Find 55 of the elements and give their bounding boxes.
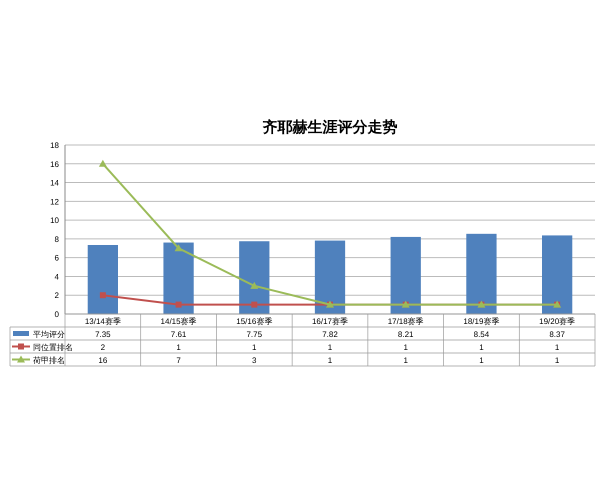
data-label: 1 xyxy=(554,343,560,352)
x-tick-label: 15/16赛季 xyxy=(236,317,272,326)
y-tick-label: 2 xyxy=(54,291,60,300)
bar xyxy=(390,236,421,314)
y-tick-label: 14 xyxy=(50,178,60,188)
data-label: 1 xyxy=(403,356,408,365)
data-label: 1 xyxy=(403,343,408,352)
data-label: 1 xyxy=(554,356,560,365)
point xyxy=(174,244,183,252)
point xyxy=(100,292,106,298)
legend-label: 荷甲排名 xyxy=(33,356,65,365)
data-label: 7.75 xyxy=(246,330,263,339)
x-tick-label: 16/17赛季 xyxy=(312,317,348,326)
y-tick-label: 4 xyxy=(54,272,60,282)
y-tick-label: 10 xyxy=(50,216,60,226)
data-label: 7 xyxy=(176,356,182,365)
data-label: 8.21 xyxy=(398,330,414,339)
x-tick-label: 14/15赛季 xyxy=(160,317,197,326)
point xyxy=(176,302,182,308)
x-tick-label: 19/20赛季 xyxy=(539,317,576,326)
y-tick-label: 6 xyxy=(54,254,60,263)
data-label: 1 xyxy=(252,343,258,352)
bar xyxy=(466,234,497,314)
y-tick-label: 0 xyxy=(54,310,60,319)
x-tick-label: 13/14赛季 xyxy=(84,317,121,326)
x-tick-label: 18/19赛季 xyxy=(463,317,500,326)
point xyxy=(251,302,258,308)
chart-title: 齐耶赫生涯评分走势 xyxy=(262,118,398,136)
y-tick-label: 8 xyxy=(54,234,60,244)
bar xyxy=(163,242,194,314)
data-label: 7.35 xyxy=(95,330,112,339)
y-tick-label: 12 xyxy=(50,197,60,206)
bar xyxy=(314,240,346,314)
data-label: 2 xyxy=(100,343,106,352)
y-tick-label: 16 xyxy=(50,160,60,169)
point xyxy=(98,160,107,167)
data-label: 1 xyxy=(328,343,333,352)
legend-label: 平均评分 xyxy=(33,330,65,339)
data-label: 1 xyxy=(479,343,484,352)
data-label: 16 xyxy=(98,356,108,365)
data-label: 1 xyxy=(479,356,484,365)
data-label: 1 xyxy=(328,356,333,365)
x-tick-label: 17/18赛季 xyxy=(388,317,424,326)
bar xyxy=(239,241,270,314)
data-label: 1 xyxy=(176,343,182,352)
data-label: 7.61 xyxy=(170,330,187,339)
data-label: 8.54 xyxy=(474,330,490,339)
bar xyxy=(542,235,572,314)
point xyxy=(250,282,258,289)
data-label: 8.37 xyxy=(549,330,566,339)
data-label: 3 xyxy=(252,356,258,365)
bar xyxy=(88,244,118,314)
data-label: 7.82 xyxy=(322,330,338,339)
legend-label: 同位置排名 xyxy=(33,343,73,352)
y-tick-label: 18 xyxy=(50,141,60,150)
